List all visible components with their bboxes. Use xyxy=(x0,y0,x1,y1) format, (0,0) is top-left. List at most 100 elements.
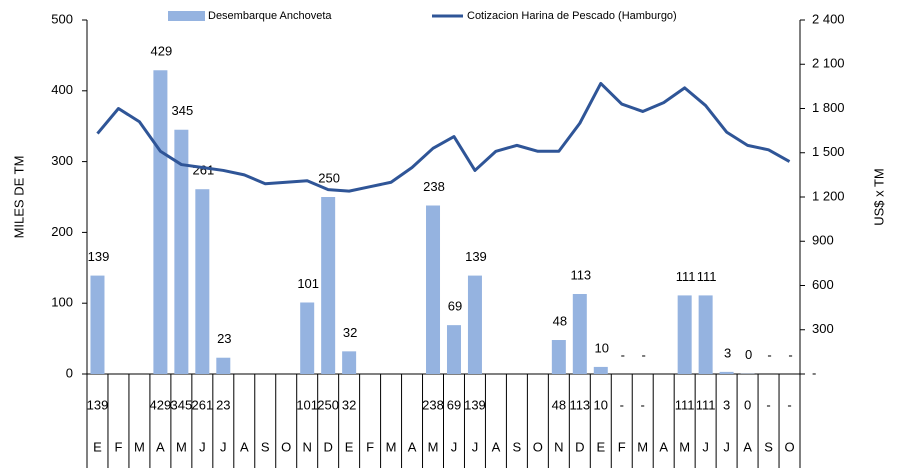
bar xyxy=(446,325,461,374)
table-value: 250 xyxy=(317,397,339,412)
bar xyxy=(698,295,713,374)
data-label: 10 xyxy=(595,340,609,355)
y-axis-label: MILES DE TM xyxy=(11,156,26,239)
data-label: - xyxy=(642,347,646,362)
x-tick-label: J xyxy=(220,439,227,454)
table-value: 238 xyxy=(422,397,444,412)
bar xyxy=(342,351,357,374)
bar xyxy=(426,205,441,374)
bar xyxy=(719,371,734,374)
y2-tick-label: 900 xyxy=(812,233,834,248)
table-value: - xyxy=(641,397,645,412)
y2-axis-label: US$ x TM xyxy=(871,168,886,226)
table-value: 32 xyxy=(342,397,356,412)
x-tick-label: J xyxy=(199,439,206,454)
line xyxy=(96,81,791,193)
data-label: 101 xyxy=(297,276,319,291)
bar xyxy=(90,275,105,374)
legend-label: Cotizacion Harina de Pescado (Hamburgo) xyxy=(467,10,677,22)
y-tick-label: 300 xyxy=(51,153,73,168)
x-tick-label: D xyxy=(575,439,584,454)
bar xyxy=(572,293,587,374)
table-value: 345 xyxy=(171,397,193,412)
y2-tick-label: 300 xyxy=(812,321,834,336)
y2-tick-label: 1 500 xyxy=(812,144,845,159)
table-value: - xyxy=(620,397,624,412)
y2-tick-label: - xyxy=(812,365,816,380)
x-tick-label: S xyxy=(513,439,522,454)
bar xyxy=(593,366,608,374)
x-tick-label: M xyxy=(637,439,648,454)
data-label: - xyxy=(621,347,625,362)
table-value: 429 xyxy=(150,397,172,412)
x-tick-label: D xyxy=(323,439,332,454)
table-value: 139 xyxy=(464,397,486,412)
y2-tick-label: 2 100 xyxy=(812,56,845,71)
table-value: - xyxy=(787,397,791,412)
data-label: - xyxy=(788,347,792,362)
data-label: 238 xyxy=(423,179,445,194)
table-value: 69 xyxy=(447,397,461,412)
bar xyxy=(551,340,566,374)
data-label: 3 xyxy=(724,345,731,360)
table-value: 111 xyxy=(696,397,716,412)
x-tick-label: M xyxy=(386,439,397,454)
table-value: 3 xyxy=(723,397,730,412)
bar xyxy=(216,357,231,374)
table-value: - xyxy=(766,397,770,412)
table-value: 113 xyxy=(569,397,590,412)
y-tick-label: 400 xyxy=(51,82,73,97)
x-tick-label: F xyxy=(114,439,122,454)
y-tick-label: 0 xyxy=(66,365,73,380)
legend-swatch xyxy=(168,11,205,21)
table-value: 48 xyxy=(552,397,566,412)
data-label: 69 xyxy=(448,299,462,314)
table-value: 23 xyxy=(216,397,230,412)
x-tick-label: F xyxy=(618,439,626,454)
x-tick-label: M xyxy=(134,439,145,454)
x-tick-label: M xyxy=(428,439,439,454)
x-tick-label: F xyxy=(366,439,374,454)
y2-tick-label: 1 200 xyxy=(812,188,845,203)
data-label: 139 xyxy=(465,249,487,264)
y-tick-label: 500 xyxy=(51,11,73,26)
data-label: 113 xyxy=(570,267,591,282)
x-tick-label: A xyxy=(240,439,249,454)
data-label: 429 xyxy=(151,44,173,59)
bar xyxy=(677,295,692,374)
x-tick-label: A xyxy=(743,439,752,454)
legend-label: Desembarque Anchoveta xyxy=(208,10,332,22)
data-label: 250 xyxy=(318,170,340,185)
bar xyxy=(467,275,482,374)
y2-tick-label: 600 xyxy=(812,277,834,292)
x-tick-label: N xyxy=(554,439,563,454)
x-tick-label: A xyxy=(156,439,165,454)
bar xyxy=(321,197,336,374)
y2-tick-label: 1 800 xyxy=(812,100,845,115)
x-tick-label: N xyxy=(302,439,311,454)
table-value: 111 xyxy=(675,397,695,412)
x-tick-label: O xyxy=(281,439,291,454)
x-tick-label: E xyxy=(93,439,102,454)
x-tick-label: A xyxy=(492,439,501,454)
bar xyxy=(174,129,189,374)
x-tick-label: J xyxy=(451,439,458,454)
x-tick-label: J xyxy=(702,439,709,454)
data-label: 0 xyxy=(745,347,752,362)
data-label: 48 xyxy=(553,313,567,328)
data-label: 111 xyxy=(676,269,696,284)
data-label: 345 xyxy=(172,103,194,118)
data-label: 139 xyxy=(88,249,110,264)
table-value: 101 xyxy=(296,397,318,412)
y-tick-label: 200 xyxy=(51,224,73,239)
table-value: 261 xyxy=(191,397,213,412)
x-tick-label: M xyxy=(176,439,187,454)
bar xyxy=(195,189,210,374)
table-value: 10 xyxy=(594,397,608,412)
data-label: 32 xyxy=(343,325,357,340)
x-tick-label: J xyxy=(723,439,730,454)
x-tick-label: A xyxy=(408,439,417,454)
x-tick-label: E xyxy=(345,439,354,454)
